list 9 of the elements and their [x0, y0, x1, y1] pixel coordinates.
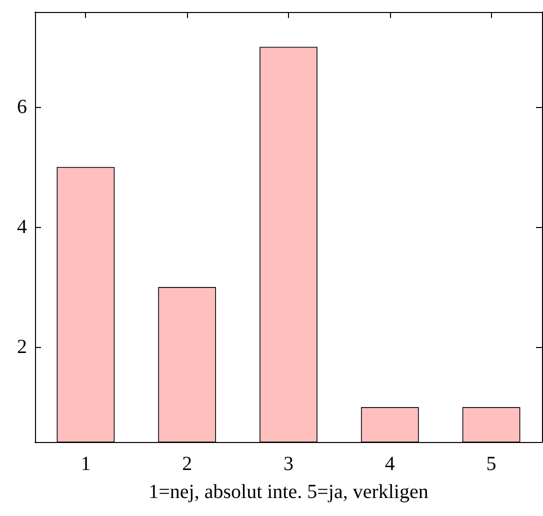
y-tick-label: 4	[17, 216, 27, 238]
x-tick-label: 1	[80, 453, 91, 475]
x-tick-label: 4	[384, 453, 395, 475]
y-tick-label: 6	[17, 96, 27, 118]
x-tick-label: 2	[182, 453, 192, 475]
y-tick-label: 2	[17, 336, 27, 358]
x-axis-title: 1=nej, absolut inte. 5=ja, verkligen	[148, 481, 428, 503]
x-tick-label: 3	[284, 453, 294, 475]
x-tick-label: 5	[486, 453, 496, 475]
